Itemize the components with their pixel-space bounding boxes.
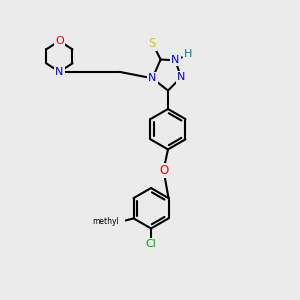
Text: O: O bbox=[55, 36, 64, 46]
Text: methyl: methyl bbox=[92, 218, 119, 226]
Text: O: O bbox=[159, 164, 168, 177]
Text: Cl: Cl bbox=[146, 239, 157, 249]
Text: N: N bbox=[55, 67, 64, 77]
Text: N: N bbox=[148, 73, 157, 83]
Text: N: N bbox=[171, 55, 179, 65]
Text: H: H bbox=[184, 50, 192, 59]
Text: S: S bbox=[148, 37, 156, 50]
Text: N: N bbox=[177, 73, 185, 82]
